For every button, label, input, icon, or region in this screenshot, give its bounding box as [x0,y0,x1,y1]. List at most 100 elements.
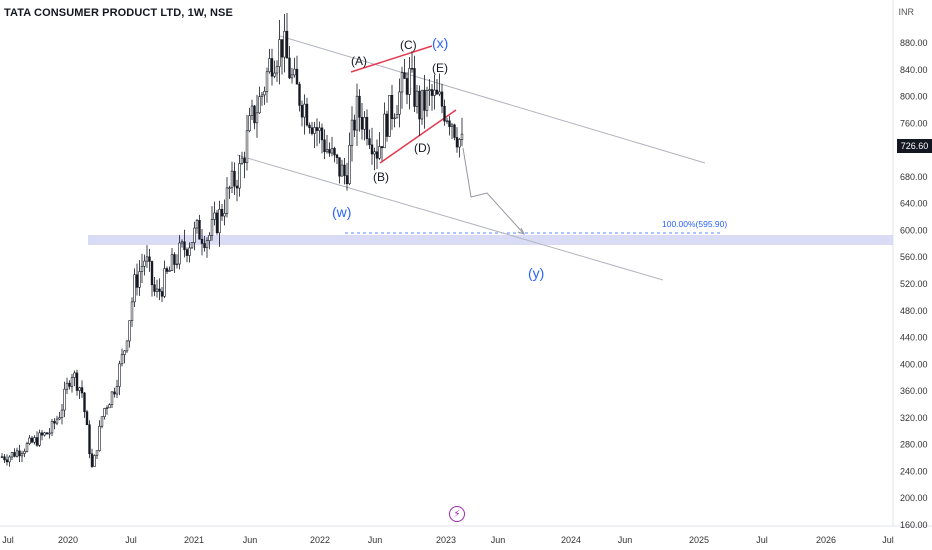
candle-body [413,68,416,107]
channel-upper-line [279,35,706,164]
candle-body [115,386,119,395]
candle-body [168,270,171,272]
candle-body [153,284,156,292]
candle-body [370,144,374,155]
candle-body [275,66,279,74]
candle-body [425,90,429,111]
candle-body [358,95,361,118]
time-tick-label: Jun [368,535,383,545]
candle-body [28,437,31,444]
candle-body [233,170,236,187]
candle-body [120,354,124,365]
candle-body [368,138,371,146]
candle-body [403,72,406,79]
fib-label: 100.00%(595.90) [662,219,728,229]
candle-body [123,350,126,355]
price-tick-label: 400.00 [900,359,928,369]
candle-body [40,432,44,436]
candle-body [33,437,36,443]
candle-body [10,452,14,458]
candle-body [320,127,324,141]
candle-body [205,240,209,249]
price-tick-label: 640.00 [900,199,928,209]
candle-body [218,208,221,234]
candle-body [90,453,94,467]
candle-body [155,288,159,292]
candle-body [160,291,164,297]
candle-body [448,120,451,127]
candle-body [98,425,101,451]
candle-body [8,456,11,463]
price-tick-label: 320.00 [900,413,928,423]
time-tick-label: 2026 [816,535,836,545]
price-tick-label: 560.00 [900,252,928,262]
candle-body [95,450,99,456]
candle-body [140,265,144,272]
candle-body [315,127,319,131]
candle-body [85,411,89,426]
candle-body [195,220,199,229]
projection-path [462,147,525,235]
wave-label-d: (D) [414,141,431,155]
time-tick-label: 2025 [689,535,709,545]
candle-body [250,105,254,116]
candle-body [65,382,69,390]
candle-body [18,450,21,457]
candle-body [15,450,19,457]
candle-body [5,459,9,463]
candle-body [240,157,244,164]
candle-body [45,432,49,435]
candle-body [360,117,364,130]
candle-body [313,127,316,134]
candle-body [328,149,331,154]
candle-body [130,301,134,321]
candle-body [290,74,294,79]
candle-body [235,185,239,189]
price-tick-label: 880.00 [900,38,928,48]
candle-body [440,91,444,107]
time-tick-label: Jun [491,535,506,545]
candle-body [423,89,426,111]
candle-body [335,154,339,158]
candle-body [333,148,336,156]
candle-body [220,208,224,217]
candle-body [380,146,384,149]
candle-body [68,382,71,387]
candle-body [300,105,304,118]
candle-body [48,432,51,435]
candle-body [253,105,256,124]
candle-body [78,387,81,391]
candle-body [13,452,16,457]
candle-body [355,95,359,131]
wave-label-x: (x) [432,35,449,51]
price-tick-label: 800.00 [900,92,928,102]
candle-body [198,220,201,240]
candle-body [308,124,311,129]
candle-body [170,254,174,271]
candle-body [178,242,181,265]
wave-label-c: (C) [400,38,417,52]
candle-body [63,388,66,411]
candle-body [83,392,86,413]
wave-label-a: (A) [351,54,367,68]
candle-body [173,254,176,265]
candle-body [200,238,204,244]
candle-body [238,163,241,189]
time-axis: Jul 2020 Jul 2021 Jun 2022 Jun 2023 Jun 2024 Jun 20… [2,535,894,545]
candle-body [410,68,414,70]
candle-body [283,30,286,58]
candle-body [3,456,6,461]
candle-body [373,151,376,155]
time-tick-label: Jul [882,535,894,545]
candle-body [455,137,459,148]
candle-body [213,212,216,220]
candle-body [93,455,96,467]
candle-body [255,112,259,124]
time-tick-label: Jun [243,535,258,545]
candle-body [293,68,296,76]
candle-body [303,103,306,118]
lightning-icon[interactable]: ⚡ [449,506,465,522]
candle-body [88,424,91,455]
candle-body [258,96,261,114]
